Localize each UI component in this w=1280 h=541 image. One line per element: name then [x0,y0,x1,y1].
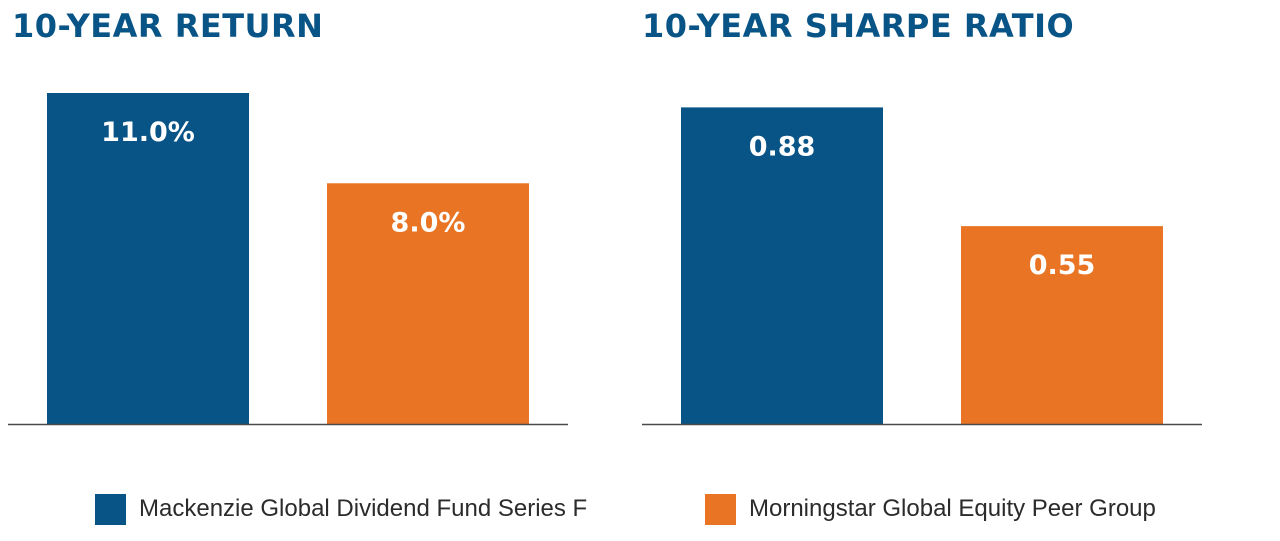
return-bar-chart: 11.0% 8.0% [8,93,568,426]
sharpe-bar-peer [961,226,1163,424]
legend-item-peer: Morningstar Global Equity Peer Group [705,493,1156,525]
sharpe-chart-title: 10-YEAR SHARPE RATIO [642,7,1075,45]
sharpe-value-label-peer: 0.55 [1029,250,1096,281]
sharpe-bar-fund [681,107,883,425]
return-bar-fund [47,93,249,424]
legend-label-fund: Mackenzie Global Dividend Fund Series F [139,495,588,522]
legend-swatch-fund [95,493,126,525]
sharpe-value-label-fund: 0.88 [749,131,816,162]
return-chart-title: 10-YEAR RETURN [12,7,324,45]
legend-item-fund: Mackenzie Global Dividend Fund Series F [95,493,587,525]
return-value-label-peer: 8.0% [391,207,466,238]
chart-legend: Mackenzie Global Dividend Fund Series F … [95,493,1275,525]
legend-swatch-peer [705,493,736,525]
sharpe-bar-chart: 0.88 0.55 [642,107,1202,426]
legend-label-peer: Morningstar Global Equity Peer Group [749,495,1156,522]
return-bar-peer [327,183,529,424]
return-value-label-fund: 11.0% [101,117,195,148]
